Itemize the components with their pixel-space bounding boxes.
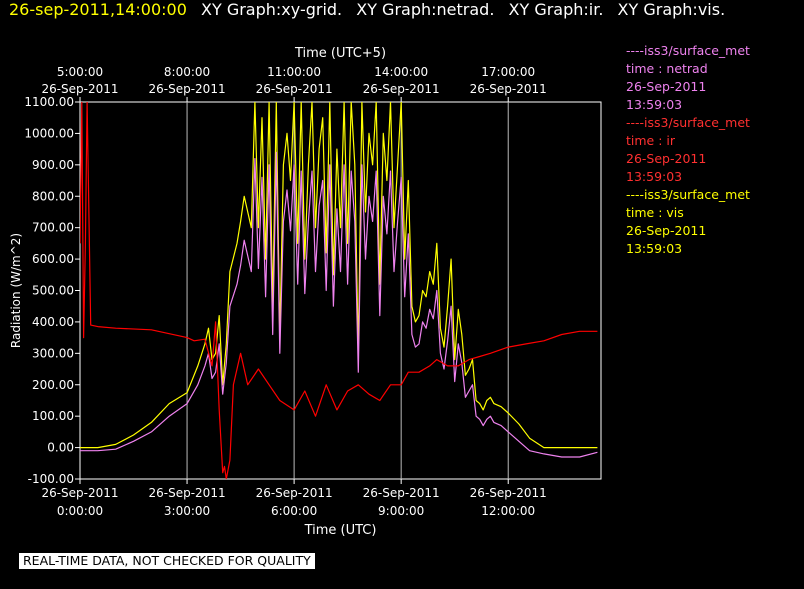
header: 26-sep-2011,14:00:00 XY Graph:xy-grid. X… — [9, 0, 734, 19]
x-tick-date: 26-Sep-2011 — [256, 486, 333, 500]
x-tick-date: 26-Sep-2011 — [41, 486, 118, 500]
legend-vis-label: time : vis — [626, 205, 684, 220]
legend-netrad-date: 26-Sep-2011 — [626, 79, 707, 94]
x-tick-date: 26-Sep-2011 — [363, 486, 440, 500]
x-tick-time: 6:00:00 — [271, 504, 317, 518]
y-tick-label: 400.00 — [32, 315, 74, 329]
title-xy-grid: XY Graph:xy-grid. — [201, 0, 343, 19]
y-axis-label: Radiation (W/m^2) — [9, 233, 23, 348]
x-tick-time: 12:00:00 — [481, 504, 535, 518]
x2-tick-date: 26-Sep-2011 — [41, 82, 118, 96]
x2-tick-time: 17:00:00 — [481, 65, 535, 79]
x-axis-label: Time (UTC) — [304, 523, 377, 538]
legend-ir-label: time : ir — [626, 133, 676, 148]
series-line-ir — [80, 102, 598, 479]
legend-vis-date: 26-Sep-2011 — [626, 223, 707, 238]
x2-tick-time: 8:00:00 — [164, 65, 210, 79]
y-tick-label: 1000.00 — [24, 126, 74, 140]
y-tick-label: 200.00 — [32, 378, 74, 392]
legend-vis-time: 13:59:03 — [626, 241, 683, 256]
x2-tick-date: 26-Sep-2011 — [363, 82, 440, 96]
y-tick-label: 300.00 — [32, 346, 74, 360]
x-tick-date: 26-Sep-2011 — [149, 486, 226, 500]
quality-warning: REAL-TIME DATA, NOT CHECKED FOR QUALITY — [19, 553, 315, 569]
title-ir: XY Graph:ir. — [508, 0, 604, 19]
legend-netrad-label: time : netrad — [626, 61, 708, 76]
series-line-netrad — [80, 151, 598, 458]
x2-tick-time: 5:00:00 — [57, 65, 103, 79]
y-tick-label: 1100.00 — [24, 95, 74, 109]
x-tick-date: 26-Sep-2011 — [470, 486, 547, 500]
y-tick-label: 800.00 — [32, 189, 74, 203]
y-tick-label: 100.00 — [32, 409, 74, 423]
series-line-vis — [80, 102, 598, 449]
legend-vis: ----iss3/surface_met time : vis 26-Sep-2… — [626, 186, 804, 258]
x-tick-time: 3:00:00 — [164, 504, 210, 518]
x2-tick-date: 26-Sep-2011 — [470, 82, 547, 96]
legend-netrad-source: ----iss3/surface_met — [626, 43, 750, 58]
y-tick-label: 900.00 — [32, 158, 74, 172]
x2-tick-time: 14:00:00 — [374, 65, 428, 79]
y-tick-label: 500.00 — [32, 284, 74, 298]
plot-frame — [79, 101, 602, 480]
legend-netrad: ----iss3/surface_met time : netrad 26-Se… — [626, 42, 804, 114]
x-tick-time: 0:00:00 — [57, 504, 103, 518]
legend-vis-source: ----iss3/surface_met — [626, 187, 750, 202]
legend-ir: ----iss3/surface_met time : ir 26-Sep-20… — [626, 114, 804, 186]
x2-tick-date: 26-Sep-2011 — [149, 82, 226, 96]
legend-netrad-time: 13:59:03 — [626, 97, 683, 112]
x-tick-time: 9:00:00 — [378, 504, 424, 518]
y-tick-label: 600.00 — [32, 252, 74, 266]
x2-axis-label: Time (UTC+5) — [294, 46, 386, 61]
y-tick-label: 700.00 — [32, 221, 74, 235]
x2-tick-time: 11:00:00 — [267, 65, 321, 79]
title-vis: XY Graph:vis. — [617, 0, 726, 19]
legend-ir-time: 13:59:03 — [626, 169, 683, 184]
y-tick-label: -100.00 — [28, 472, 74, 486]
legend-ir-source: ----iss3/surface_met — [626, 115, 750, 130]
title-netrad: XY Graph:netrad. — [356, 0, 495, 19]
timestamp: 26-sep-2011,14:00:00 — [9, 0, 187, 19]
legend-ir-date: 26-Sep-2011 — [626, 151, 707, 166]
x2-tick-date: 26-Sep-2011 — [256, 82, 333, 96]
y-tick-label: 0.00 — [47, 441, 74, 455]
